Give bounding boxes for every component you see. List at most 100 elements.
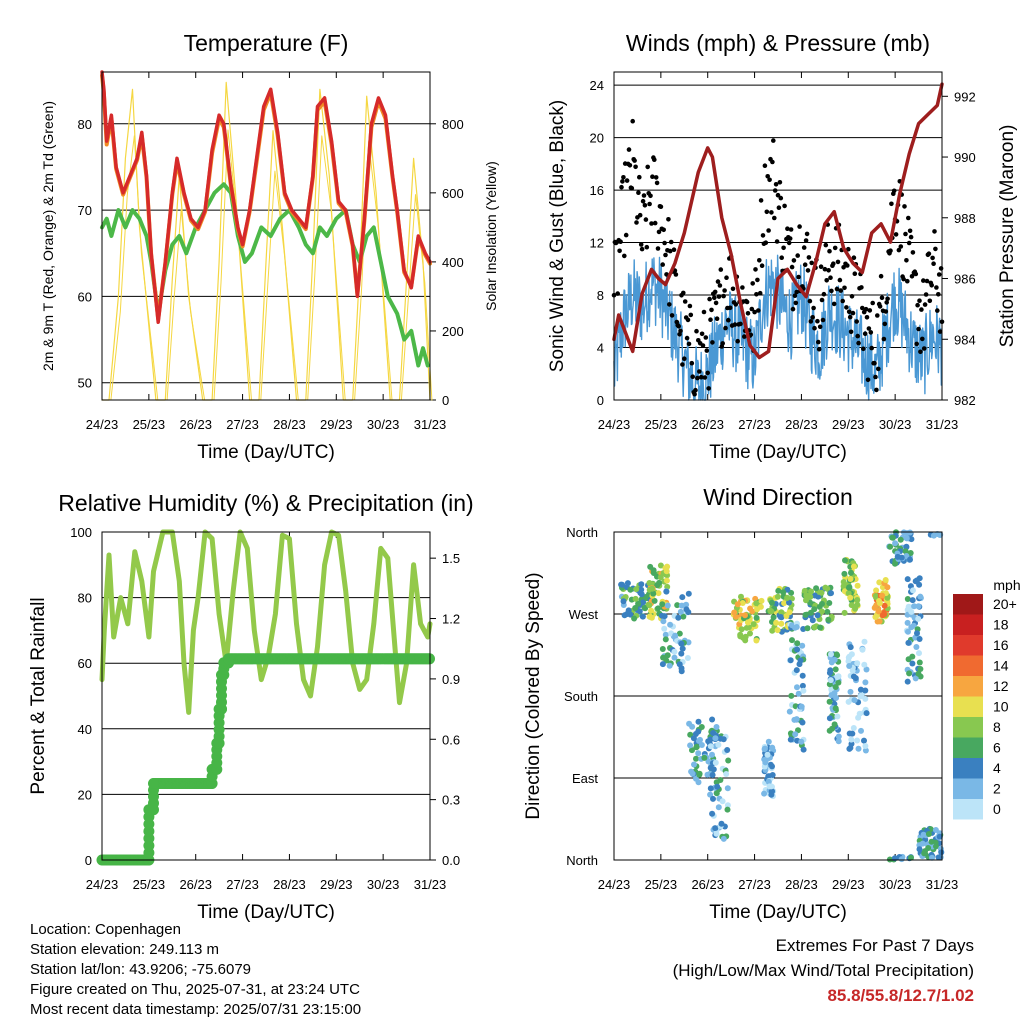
legend-swatch [953, 717, 983, 738]
plot-frame [101, 71, 431, 401]
series-2m-t [100, 70, 432, 325]
gust-point [793, 300, 799, 306]
direction-point [930, 532, 937, 539]
direction-point [662, 636, 669, 643]
direction-point [925, 831, 932, 837]
gust-point [656, 229, 662, 235]
gust-point [767, 177, 772, 183]
gust-point [831, 301, 837, 307]
gust-point [826, 268, 831, 273]
direction-point [666, 662, 673, 669]
direction-point [850, 725, 857, 731]
x-tick-label: 30/23 [879, 417, 912, 432]
direction-point [762, 756, 768, 763]
gust-point [641, 193, 647, 198]
y-tick-label: 70 [78, 203, 92, 218]
direction-point [822, 584, 829, 591]
gust-point [757, 258, 762, 263]
direction-point [858, 727, 864, 734]
direction-point [709, 716, 716, 723]
direction-point [707, 736, 714, 743]
direction-point [874, 618, 881, 625]
direction-point [904, 530, 910, 537]
direction-point [750, 621, 757, 628]
direction-point [767, 607, 774, 614]
gust-point [791, 258, 797, 263]
gust-point [682, 299, 688, 304]
created-text: Figure created on Thu, 2025-07-31, at 23… [30, 981, 360, 998]
x-tick-label: 31/23 [926, 417, 959, 432]
direction-point [920, 831, 927, 838]
direction-point [854, 660, 861, 667]
y-tick-label: 60 [78, 656, 92, 671]
series-2m-td [100, 182, 430, 368]
series-sonic-wind [613, 254, 943, 401]
direction-point [731, 609, 738, 616]
y-tick-label: 20 [78, 787, 92, 802]
gust-point [695, 375, 700, 381]
gust-point [702, 375, 708, 380]
gust-point [758, 198, 764, 203]
gust-point [896, 247, 902, 253]
direction-point [671, 654, 678, 661]
y-axis-label: Direction (Colored By Speed) [523, 572, 544, 819]
direction-point [875, 608, 882, 615]
direction-point [814, 612, 821, 619]
gust-point [617, 248, 622, 254]
direction-point [787, 736, 794, 743]
direction-point [793, 667, 800, 674]
gust-point [867, 308, 873, 313]
gust-point [805, 268, 811, 273]
x-axis-label: Time (Day/UTC) [197, 902, 335, 923]
direction-point [911, 603, 918, 610]
gust-point [647, 201, 652, 207]
gust-point [873, 374, 878, 380]
y-tick-label: 20 [590, 131, 604, 146]
direction-point [795, 690, 802, 697]
gust-point [907, 228, 913, 234]
direction-point [852, 675, 859, 682]
legend-title: mph [993, 577, 1020, 593]
direction-point [631, 615, 638, 622]
direction-point [840, 583, 847, 590]
gust-point [874, 387, 879, 393]
gust-point [752, 309, 757, 315]
gust-point [762, 163, 768, 168]
gust-point [898, 244, 904, 249]
direction-point [761, 746, 768, 753]
gust-point [712, 289, 718, 295]
legend-label: 8 [993, 719, 1001, 735]
gust-point [862, 331, 868, 337]
gust-point [926, 251, 932, 256]
x-tick-label: 26/23 [179, 417, 212, 432]
direction-point [846, 663, 853, 669]
x-tick-label: 24/23 [86, 877, 119, 892]
station-info: Location: Copenhagen Station elevation: … [30, 920, 361, 1020]
gust-point [817, 324, 823, 330]
gust-point [676, 324, 681, 329]
gust-point [781, 245, 786, 251]
direction-point [757, 603, 764, 610]
direction-point [916, 846, 923, 853]
direction-point [698, 742, 705, 748]
gust-point [723, 325, 728, 331]
direction-point [676, 630, 683, 637]
gust-point [908, 234, 914, 240]
y2-tick-label: 400 [442, 255, 464, 270]
gust-point [860, 305, 865, 311]
gust-point [714, 316, 720, 322]
direction-point [807, 609, 814, 616]
direction-point [928, 838, 935, 845]
gust-point [654, 180, 660, 186]
direction-point [832, 684, 839, 690]
gust-point [866, 326, 872, 331]
gust-point [727, 305, 733, 311]
gust-point [668, 239, 674, 245]
direction-point [826, 715, 833, 722]
gust-point [622, 253, 627, 259]
gust-point [851, 255, 857, 260]
gust-point [869, 345, 874, 351]
direction-point [678, 640, 685, 647]
direction-point [786, 599, 792, 606]
